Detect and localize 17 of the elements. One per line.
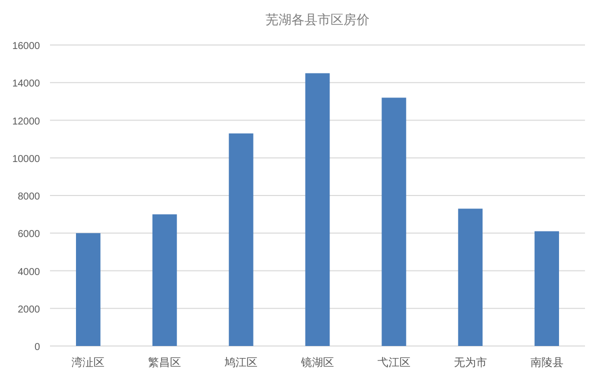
y-tick-label: 16000: [12, 41, 40, 52]
y-tick-label: 6000: [18, 229, 40, 240]
title: 芜湖各县市区房价: [266, 12, 370, 27]
y-tick-label: 8000: [18, 192, 40, 202]
y-tick-label: 10000: [12, 154, 40, 165]
y-tick-label: 0: [34, 342, 40, 353]
y-tick-label: 14000: [12, 78, 40, 90]
x-tick-label: 鸠江区: [224, 356, 258, 369]
y-tick-label: 12000: [12, 116, 40, 128]
y-tick-label: 4000: [18, 266, 40, 278]
x-tick-label: 湾沚区: [72, 356, 105, 369]
x-tick-label: 无为市: [454, 356, 487, 369]
x-tick-label: 南陵县: [530, 356, 564, 369]
y-tick-label: 2000: [18, 304, 40, 316]
x-tick-label: 弋江区: [377, 356, 410, 369]
x-tick-label: 镜湖区: [300, 356, 334, 369]
x-tick-label: 繁昌区: [148, 356, 182, 369]
